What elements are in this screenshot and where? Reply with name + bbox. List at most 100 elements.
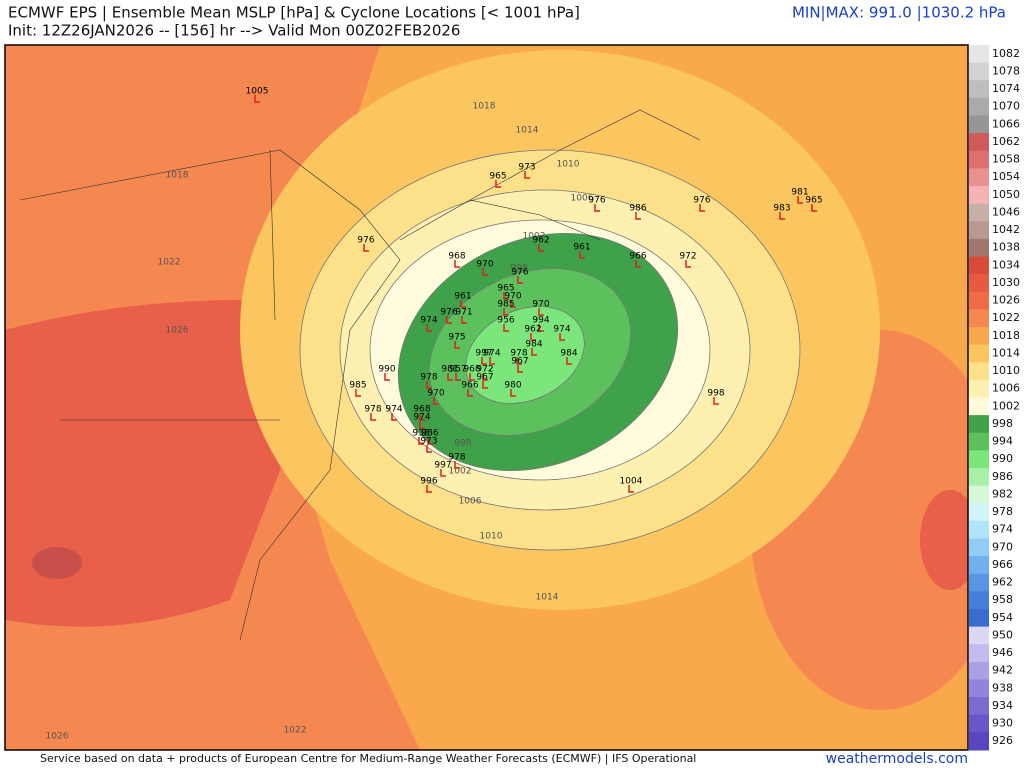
cyclone-marker	[635, 260, 641, 268]
colorbar-label: 1034	[992, 258, 1020, 271]
cyclone-marker	[467, 389, 473, 397]
cyclone-pressure: 970	[476, 260, 493, 270]
minmax: MIN|MAX: 991.0 |1030.2 hPa	[792, 4, 1006, 22]
cyclone-marker	[489, 357, 495, 365]
cyclone-marker	[427, 437, 433, 445]
colorbar-swatch	[969, 221, 989, 240]
credit: Service based on data + products of Euro…	[40, 752, 696, 765]
cyclone-pressure: 956	[497, 316, 514, 326]
cyclone-pressure: 965	[489, 172, 506, 182]
subtitle: Init: 12Z26JAN2026 -- [156] hr --> Valid…	[8, 22, 460, 40]
cyclone-pressure: 968	[448, 252, 465, 262]
cyclone-marker	[811, 204, 817, 212]
colorbar-label: 954	[992, 611, 1013, 624]
cyclone-pressure: 984	[560, 349, 577, 359]
contour-label: 1006	[459, 497, 482, 507]
cyclone-pressure: 966	[629, 252, 646, 262]
colorbar-label: 942	[992, 664, 1013, 677]
cyclone-pressure: 970	[427, 389, 444, 399]
colorbar-label: 950	[992, 628, 1013, 641]
contour-label: 1014	[516, 126, 539, 136]
cyclone-marker	[418, 437, 424, 445]
contour-label: 998	[454, 439, 471, 449]
colorbar-label: 998	[992, 417, 1013, 430]
colorbar-label: 1066	[992, 117, 1020, 130]
colorbar-label: 970	[992, 540, 1013, 553]
cyclone-marker	[538, 324, 544, 332]
colorbar-label: 1082	[992, 47, 1020, 60]
cyclone-pressure: 996	[420, 477, 437, 487]
cyclone-pressure: 978	[364, 405, 381, 415]
cyclone-marker	[455, 373, 461, 381]
colorbar-swatch	[969, 379, 989, 398]
cyclone-pressure: 973	[518, 163, 535, 173]
colorbar-label: 990	[992, 452, 1013, 465]
colorbar-label: 1038	[992, 241, 1020, 254]
cyclone-pressure: 968	[413, 405, 430, 415]
cyclone-pressure: 967	[476, 373, 493, 383]
cyclone-pressure: 974	[413, 413, 430, 423]
colorbar-label: 966	[992, 558, 1013, 571]
colorbar-label: 1070	[992, 100, 1020, 113]
cyclone-pressure: 994	[532, 316, 549, 326]
cyclone-pressure: 1004	[620, 477, 643, 487]
cyclone-marker	[482, 373, 488, 381]
contour-label: 1022	[158, 258, 181, 268]
cyclone-marker	[482, 268, 488, 276]
colorbar-label: 1030	[992, 276, 1020, 289]
colorbar-label: 1018	[992, 329, 1020, 342]
cyclone-marker	[426, 485, 432, 493]
colorbar-label: 1002	[992, 399, 1020, 412]
boundaries	[19, 109, 701, 641]
colorbar-swatch	[969, 97, 989, 116]
cyclone-marker	[510, 389, 516, 397]
colorbar-label: 958	[992, 593, 1013, 606]
cyclone-marker	[482, 381, 488, 389]
cyclone-marker	[384, 373, 390, 381]
cyclone-pressure: 976	[693, 196, 710, 206]
cyclone-pressure: 965	[805, 196, 822, 206]
cyclone-marker	[447, 373, 453, 381]
colorbar-swatch	[969, 609, 989, 628]
colorbar-swatch	[969, 80, 989, 99]
fill-1026	[5, 300, 300, 627]
colorbar-label: 930	[992, 717, 1013, 730]
colorbar-label: 978	[992, 505, 1013, 518]
site-link[interactable]: weathermodels.com	[826, 751, 968, 767]
cyclone-pressure: 978	[448, 453, 465, 463]
cyclone-marker	[531, 348, 537, 356]
cyclone-marker	[419, 421, 425, 429]
cyclone-marker	[517, 365, 523, 373]
colorbar-swatch	[969, 327, 989, 346]
cyclone-marker	[635, 212, 641, 220]
cyclone-pressure: 966	[461, 381, 478, 391]
cyclone-marker	[433, 397, 439, 405]
cyclone-marker	[426, 324, 432, 332]
cyclone-pressure: 997	[475, 349, 492, 359]
colorbar-label: 1022	[992, 311, 1020, 324]
colorbar-swatch	[969, 732, 989, 751]
colorbar-label: 1078	[992, 64, 1020, 77]
colorbar-label: 1050	[992, 188, 1020, 201]
colorbar-swatch	[969, 309, 989, 328]
colorbar-label: 1026	[992, 294, 1020, 307]
cyclone-pressure: 961	[573, 243, 590, 253]
contour-label: 1006	[571, 194, 594, 204]
cyclone-marker	[419, 413, 425, 421]
cyclone-pressure: 974	[420, 316, 437, 326]
cyclone-marker	[391, 413, 397, 421]
cyclone-marker	[363, 244, 369, 252]
contour-label: 998	[510, 264, 527, 274]
cyclone-pressure: 981	[791, 188, 808, 198]
cyclone-marker	[594, 204, 600, 212]
cyclone-pressure: 957	[449, 365, 466, 375]
cyclone-pressure: 976	[440, 308, 457, 318]
colorbar-swatch	[969, 415, 989, 434]
colorbar-label: 946	[992, 646, 1013, 659]
colorbar-label: 1054	[992, 170, 1020, 183]
cyclone-marker	[628, 485, 634, 493]
cyclone-marker	[685, 260, 691, 268]
cyclone-pressure: 938	[412, 429, 429, 439]
colorbar-label: 1042	[992, 223, 1020, 236]
